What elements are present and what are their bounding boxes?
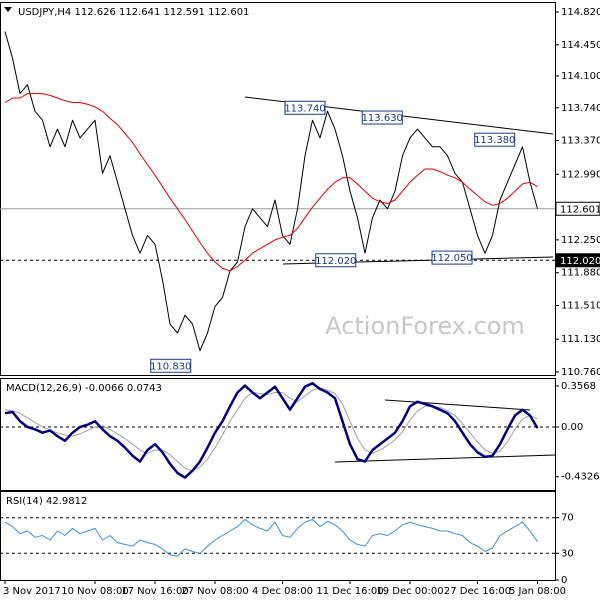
price-label: 112.020 [560, 256, 600, 267]
price-label-box [555, 201, 600, 216]
x-tick-label: 19 Dec 00:00 [376, 586, 443, 597]
x-tick-label: 11 Dec 16:00 [316, 586, 383, 597]
y-tick-label: 114.820 [561, 7, 600, 18]
x-tick-label: 17 Nov 16:00 [121, 586, 188, 597]
y-tick-label: 111.510 [561, 300, 600, 311]
x-tick-label: 27 Dec 16:00 [444, 586, 511, 597]
y-tick-label: 30 [561, 548, 574, 559]
macd-lower-line [334, 454, 556, 463]
y-tick-label: 112.990 [561, 169, 600, 180]
y-tick-label: 114.450 [561, 40, 600, 51]
price-label-box [555, 253, 600, 268]
x-tick-label: 3 Nov 2017 [3, 586, 61, 597]
annotation-box [284, 100, 326, 115]
y-tick-label: 111.880 [561, 268, 600, 279]
panel-title: MACD(12,26,9) -0.0066 0.0743 [6, 383, 162, 394]
y-tick-label: -0.4326 [561, 472, 600, 483]
x-tick-label: 27 Nov 08:00 [181, 586, 248, 597]
series-line [4, 93, 538, 272]
watermark: ActionForex.com [325, 312, 525, 340]
x-tick-label: 4 Dec 08:00 [252, 586, 313, 597]
series-line [4, 387, 538, 472]
panel-frame [0, 2, 556, 376]
annotation-label: 113.630 [362, 113, 403, 124]
annotation-box [150, 358, 192, 373]
y-tick-label: 113.370 [561, 136, 600, 147]
panel-title: USDJPY,H4 112.626 112.641 112.591 112.60… [18, 7, 249, 18]
panel-frame [0, 491, 556, 581]
annotation-box [361, 110, 403, 125]
macd-upper-line [384, 399, 531, 411]
y-tick-label: 114.100 [561, 71, 600, 82]
panel-title: RSI(14) 42.9812 [6, 496, 87, 507]
panel-frame [0, 378, 556, 491]
annotation-label: 113.740 [284, 103, 325, 114]
series-line [4, 519, 538, 557]
y-tick-label: 0 [561, 575, 567, 586]
annotation-label: 110.830 [150, 361, 191, 372]
x-tick-label: 10 Nov 08:00 [61, 586, 128, 597]
y-tick-label: 0.00 [561, 422, 583, 433]
y-tick-label: 110.760 [561, 367, 600, 378]
series-line [4, 31, 538, 352]
x-tick-label: 5 Jan 08:00 [509, 586, 566, 597]
series-line [4, 382, 539, 479]
annotation-label: 112.050 [431, 253, 472, 264]
y-tick-label: 70 [561, 513, 574, 524]
annotation-label: 112.020 [315, 256, 356, 267]
y-tick-label: 111.130 [561, 334, 600, 345]
y-tick-label: 112.250 [561, 235, 600, 246]
annotation-box [474, 132, 516, 147]
annotation-label: 113.380 [474, 135, 515, 146]
y-tick-label: 0.3568 [561, 381, 596, 392]
annotation-box [431, 250, 473, 265]
title-arrow [4, 7, 12, 12]
y-tick-label: 113.740 [561, 103, 600, 114]
price-label: 112.601 [560, 204, 600, 215]
annotation-box [315, 253, 357, 268]
